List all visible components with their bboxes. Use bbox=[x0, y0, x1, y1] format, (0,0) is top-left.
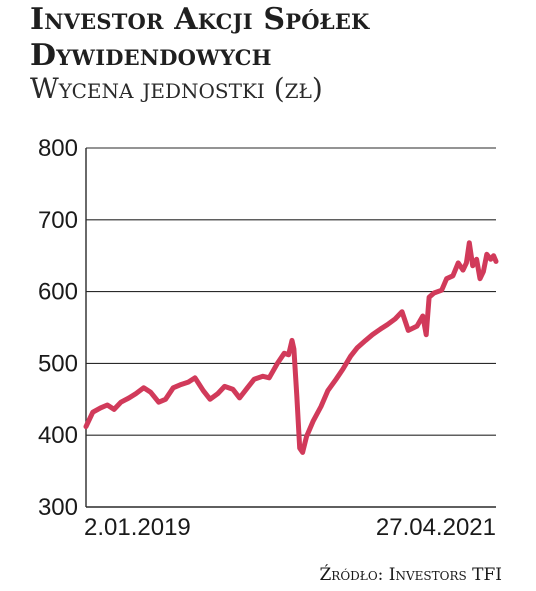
series-line-1 bbox=[83, 240, 499, 455]
y-tick-label-700: 700 bbox=[38, 207, 78, 234]
source-note: Źródło: Investors TFI bbox=[319, 565, 502, 585]
y-tick-label-500: 500 bbox=[38, 350, 78, 377]
x-tick-label-2: 27.04.2021 bbox=[376, 514, 496, 541]
series-group bbox=[83, 240, 499, 455]
y-tick-label-600: 600 bbox=[38, 279, 78, 306]
grid-lines bbox=[85, 147, 496, 508]
y-tick-label-400: 400 bbox=[38, 422, 78, 449]
chart-title: Investor Akcji Spółek Dywidendowych bbox=[30, 2, 370, 74]
x-axis-labels: 2.01.2019 27.04.2021 bbox=[84, 514, 496, 541]
chart-subtitle: Wycena jednostki (zł) bbox=[30, 72, 323, 105]
y-axis-ticks: 300 400 500 600 700 800 bbox=[38, 135, 78, 521]
chart-title-line1: Investor Akcji Spółek bbox=[30, 2, 370, 37]
y-tick-label-800: 800 bbox=[38, 135, 78, 162]
y-tick-label-300: 300 bbox=[38, 494, 78, 521]
x-tick-label-1: 2.01.2019 bbox=[84, 514, 191, 541]
chart-title-line2: Dywidendowych bbox=[30, 38, 272, 73]
